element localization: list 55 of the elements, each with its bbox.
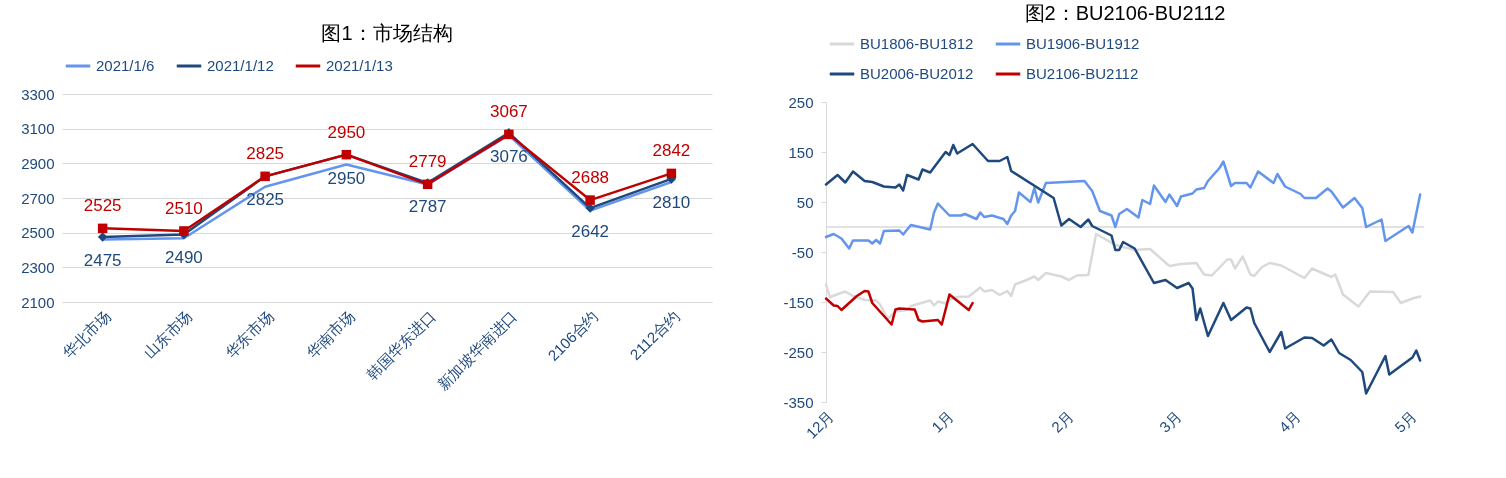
data-label: 2510 <box>164 198 203 218</box>
x-tick-label: 2月 <box>1047 407 1077 436</box>
point <box>585 195 595 205</box>
y-tick-label: 2500 <box>21 224 55 242</box>
x-tick-label: 华北市场 <box>59 307 114 362</box>
legend-label: BU2006-BU2012 <box>860 65 974 82</box>
data-label: 3076 <box>489 146 528 166</box>
data-label: 2825 <box>246 190 285 210</box>
line-series <box>824 160 1422 250</box>
legend-label: 2021/1/6 <box>96 57 155 74</box>
data-label: 2810 <box>652 192 691 212</box>
x-tick-label: 4月 <box>1275 407 1304 436</box>
y-tick-label: 2300 <box>21 258 55 276</box>
y-tick-label: 2900 <box>21 154 55 172</box>
line-series <box>824 142 1422 395</box>
data-label: 2825 <box>246 144 285 164</box>
data-label: 2475 <box>83 251 122 270</box>
y-tick-label: 150 <box>788 143 814 161</box>
y-tick-label: -50 <box>791 243 814 261</box>
point <box>179 226 189 236</box>
data-label: 2688 <box>571 168 610 188</box>
x-tick-label: 1月 <box>928 407 957 436</box>
x-tick-label: 华南市场 <box>303 307 358 362</box>
legend-label: BU1806-BU1812 <box>860 35 974 52</box>
data-label: 2490 <box>164 248 203 268</box>
chart-title: 图1：市场结构 <box>321 22 453 44</box>
data-label: 2842 <box>652 141 691 161</box>
legend-label: BU1906-BU1912 <box>1026 35 1140 52</box>
y-tick-label: 3100 <box>21 120 55 138</box>
data-label: 2787 <box>408 196 447 216</box>
point <box>97 232 108 242</box>
legend-label: 2021/1/12 <box>207 57 274 74</box>
data-label: 2779 <box>408 152 447 172</box>
x-tick-label: 山东市场 <box>140 307 195 362</box>
data-label: 2525 <box>83 196 122 216</box>
line-series <box>824 289 974 326</box>
chart-title: 图2：BU2106-BU2112 <box>1024 2 1226 24</box>
y-tick-label: 2700 <box>21 189 55 207</box>
legend-label: BU2106-BU2112 <box>1026 65 1139 82</box>
legend-label: 2021/1/13 <box>326 57 393 74</box>
data-label: 2950 <box>327 122 366 142</box>
y-tick-label: 2100 <box>21 293 55 311</box>
y-tick-label: -150 <box>783 293 814 311</box>
data-label: 2642 <box>571 222 610 242</box>
data-label: 3067 <box>489 102 528 122</box>
point <box>97 223 108 234</box>
y-tick-label: 50 <box>796 193 814 211</box>
y-tick-label: 250 <box>788 93 814 111</box>
data-label: 2950 <box>327 168 366 188</box>
y-tick-label: -250 <box>783 343 814 361</box>
x-tick-label: 5月 <box>1391 407 1420 436</box>
y-tick-label: 3300 <box>21 85 55 103</box>
point <box>666 168 677 179</box>
x-tick-label: 3月 <box>1155 407 1185 436</box>
x-tick-label: 华东市场 <box>221 307 277 362</box>
